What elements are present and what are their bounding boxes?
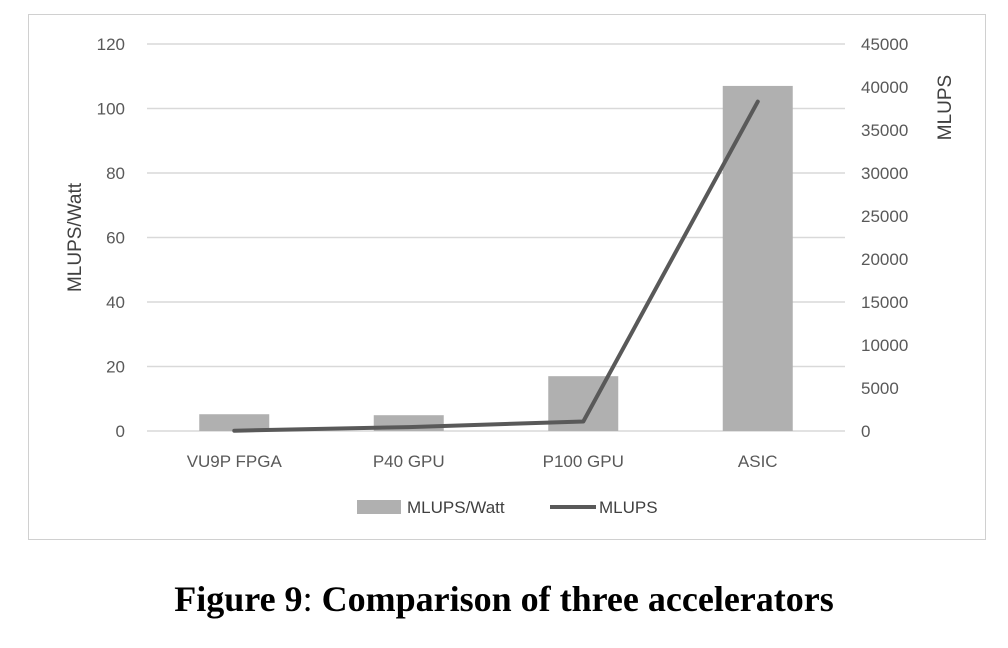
x-tick-label: P100 GPU (543, 452, 624, 471)
y2-tick-label: 45000 (861, 35, 908, 54)
x-tick-label: ASIC (738, 452, 778, 471)
y2-tick-label: 0 (861, 422, 870, 441)
figure-caption: Figure 9: Comparison of three accelerato… (0, 578, 1008, 620)
y-tick-label: 20 (106, 358, 125, 377)
bar (199, 414, 270, 431)
legend-bar-swatch (357, 500, 401, 514)
chart-frame: 0 20 40 60 80 100 120 0 5000 10000 15000 20000 25000… (28, 14, 986, 540)
y2-tick-label: 30000 (861, 164, 908, 183)
y-tick-label: 60 (106, 229, 125, 248)
y2-tick-label: 10000 (861, 336, 908, 355)
y2-axis-title: MLUPS (935, 75, 956, 140)
y2-tick-label: 15000 (861, 293, 908, 312)
caption-label: Figure 9 (174, 579, 303, 619)
y2-tick-label: 40000 (861, 78, 908, 97)
chart-svg: 0 20 40 60 80 100 120 0 5000 10000 15000 20000 25000… (65, 35, 956, 517)
y-tick-label: 100 (97, 100, 125, 119)
legend-label: MLUPS (599, 498, 658, 517)
y-axis-title: MLUPS/Watt (65, 182, 86, 292)
legend-label: MLUPS/Watt (407, 498, 505, 517)
caption-separator: : (302, 579, 313, 619)
y2-tick-label: 5000 (861, 379, 899, 398)
y-tick-label: 80 (106, 164, 125, 183)
y2-tick-label: 35000 (861, 121, 908, 140)
y2-tick-label: 25000 (861, 207, 908, 226)
y-tick-label: 0 (116, 422, 125, 441)
y2-tick-label: 20000 (861, 250, 908, 269)
x-tick-label: P40 GPU (373, 452, 445, 471)
caption-text: Comparison of three accelerators (312, 579, 834, 619)
series-line (232, 99, 760, 433)
x-tick-label: VU9P FPGA (187, 452, 283, 471)
y-tick-label: 40 (106, 293, 125, 312)
y-tick-label: 120 (97, 35, 125, 54)
bar (722, 85, 793, 432)
